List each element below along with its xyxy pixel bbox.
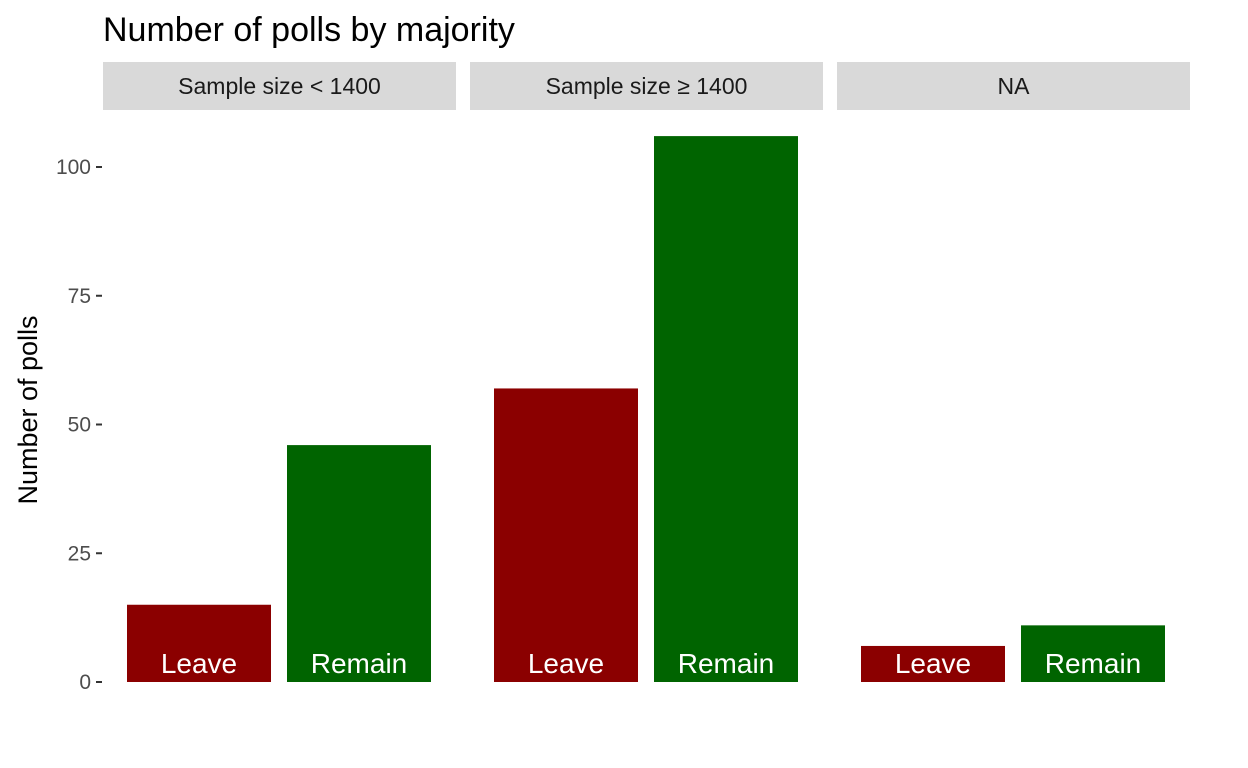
bar-label: Leave — [528, 648, 604, 679]
bar-label: Remain — [678, 648, 774, 679]
facet-panel: Sample size < 1400 Leave Remain — [103, 62, 456, 682]
bar-label: Leave — [161, 648, 237, 679]
bar-label: Remain — [1045, 648, 1141, 679]
y-tick-label: 100 — [56, 156, 91, 179]
facet-strip-label: Sample size < 1400 — [178, 73, 381, 99]
y-tick-label: 0 — [79, 671, 91, 694]
facet-strip — [837, 62, 1190, 110]
bar-remain — [654, 136, 798, 683]
bar-leave — [127, 604, 271, 682]
bar-remain — [287, 445, 431, 682]
y-tick-label: 25 — [68, 542, 91, 565]
facet-panel: NA Leave Remain — [837, 62, 1190, 682]
y-axis-label: Number of polls — [13, 315, 43, 504]
y-axis: 0 25 50 75 100 — [56, 156, 102, 694]
facet-strip-label: Sample size ≥ 1400 — [546, 73, 748, 99]
facet-strip — [470, 62, 823, 110]
y-tick-label: 50 — [68, 414, 91, 437]
bar-leave — [494, 388, 638, 682]
facet-strip-label: NA — [998, 73, 1031, 99]
facet-strip — [103, 62, 456, 110]
y-tick-label: 75 — [68, 285, 91, 308]
facet-panel: Sample size ≥ 1400 Leave Remain — [470, 62, 823, 683]
chart-title: Number of polls by majority — [103, 11, 515, 49]
bar-remain — [1021, 625, 1165, 682]
bar-leave — [861, 645, 1005, 682]
bar-label: Remain — [311, 648, 407, 679]
bar-label: Leave — [895, 648, 971, 679]
